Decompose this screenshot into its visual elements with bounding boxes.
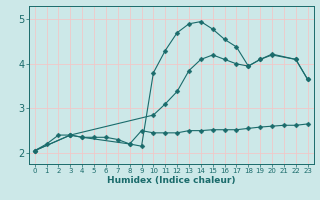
X-axis label: Humidex (Indice chaleur): Humidex (Indice chaleur) xyxy=(107,176,236,185)
